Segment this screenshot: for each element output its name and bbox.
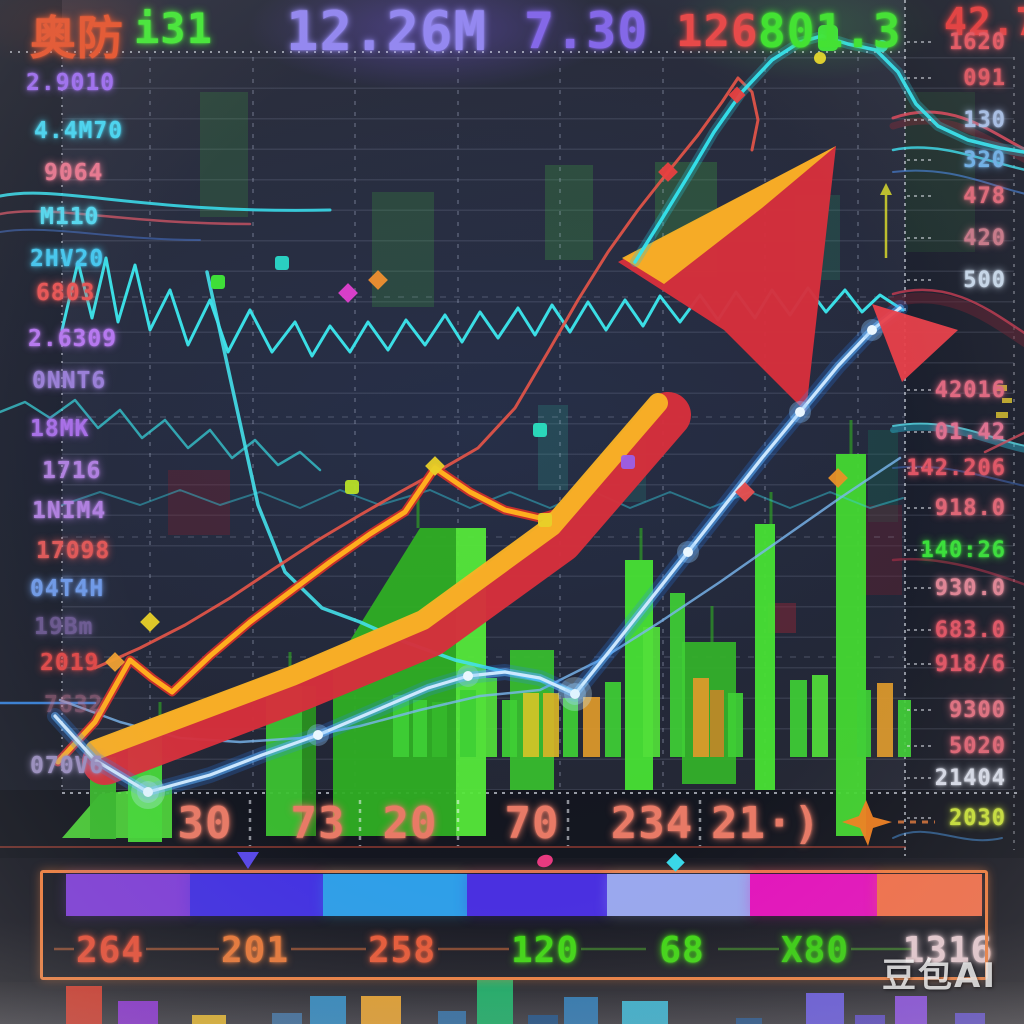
right-axis-panel	[905, 0, 1024, 790]
watermark-text: 豆包AI	[882, 956, 997, 996]
left-axis-panel	[0, 0, 62, 790]
